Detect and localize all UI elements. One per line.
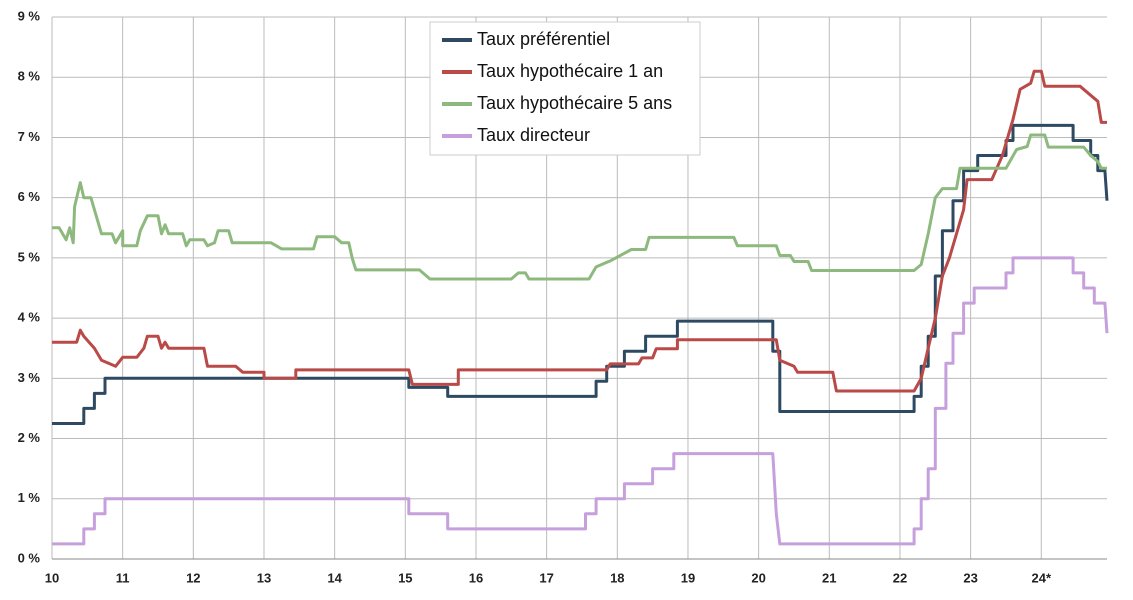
y-tick-label: 1 % xyxy=(18,490,41,505)
y-tick-label: 3 % xyxy=(18,370,41,385)
series-line xyxy=(52,123,1109,425)
series-line xyxy=(52,69,1107,393)
series-line xyxy=(52,133,1107,281)
x-tick-label: 19 xyxy=(681,570,695,585)
x-tick-label: 13 xyxy=(257,570,271,585)
y-tick-label: 0 % xyxy=(18,550,41,565)
x-tick-label: 17 xyxy=(539,570,553,585)
legend-label: Taux préférentiel xyxy=(477,29,610,49)
x-tick-label: 16 xyxy=(469,570,483,585)
x-tick-label: 10 xyxy=(45,570,59,585)
x-tick-label: 12 xyxy=(186,570,200,585)
y-tick-label: 7 % xyxy=(18,129,41,144)
y-tick-label: 5 % xyxy=(18,249,41,264)
x-tick-label: 14 xyxy=(327,570,342,585)
y-tick-label: 6 % xyxy=(18,189,41,204)
y-tick-label: 2 % xyxy=(18,430,41,445)
legend-box xyxy=(429,21,701,156)
series-line xyxy=(52,256,1109,546)
legend-label: Taux hypothécaire 5 ans xyxy=(477,93,672,113)
x-tick-label: 15 xyxy=(398,570,412,585)
legend-label: Taux directeur xyxy=(477,125,590,145)
y-tick-label: 9 % xyxy=(18,8,41,23)
legend-label: Taux hypothécaire 1 an xyxy=(477,61,663,81)
x-tick-label: 20 xyxy=(751,570,765,585)
y-tick-label: 8 % xyxy=(18,69,41,84)
x-tick-label: 21 xyxy=(822,570,836,585)
y-tick-label: 4 % xyxy=(18,310,41,325)
x-tick-label: 11 xyxy=(116,570,130,585)
x-tick-label: 24* xyxy=(1032,570,1052,585)
x-tick-label: 18 xyxy=(610,570,624,585)
x-tick-label: 23 xyxy=(963,570,977,585)
x-tick-label: 22 xyxy=(893,570,907,585)
